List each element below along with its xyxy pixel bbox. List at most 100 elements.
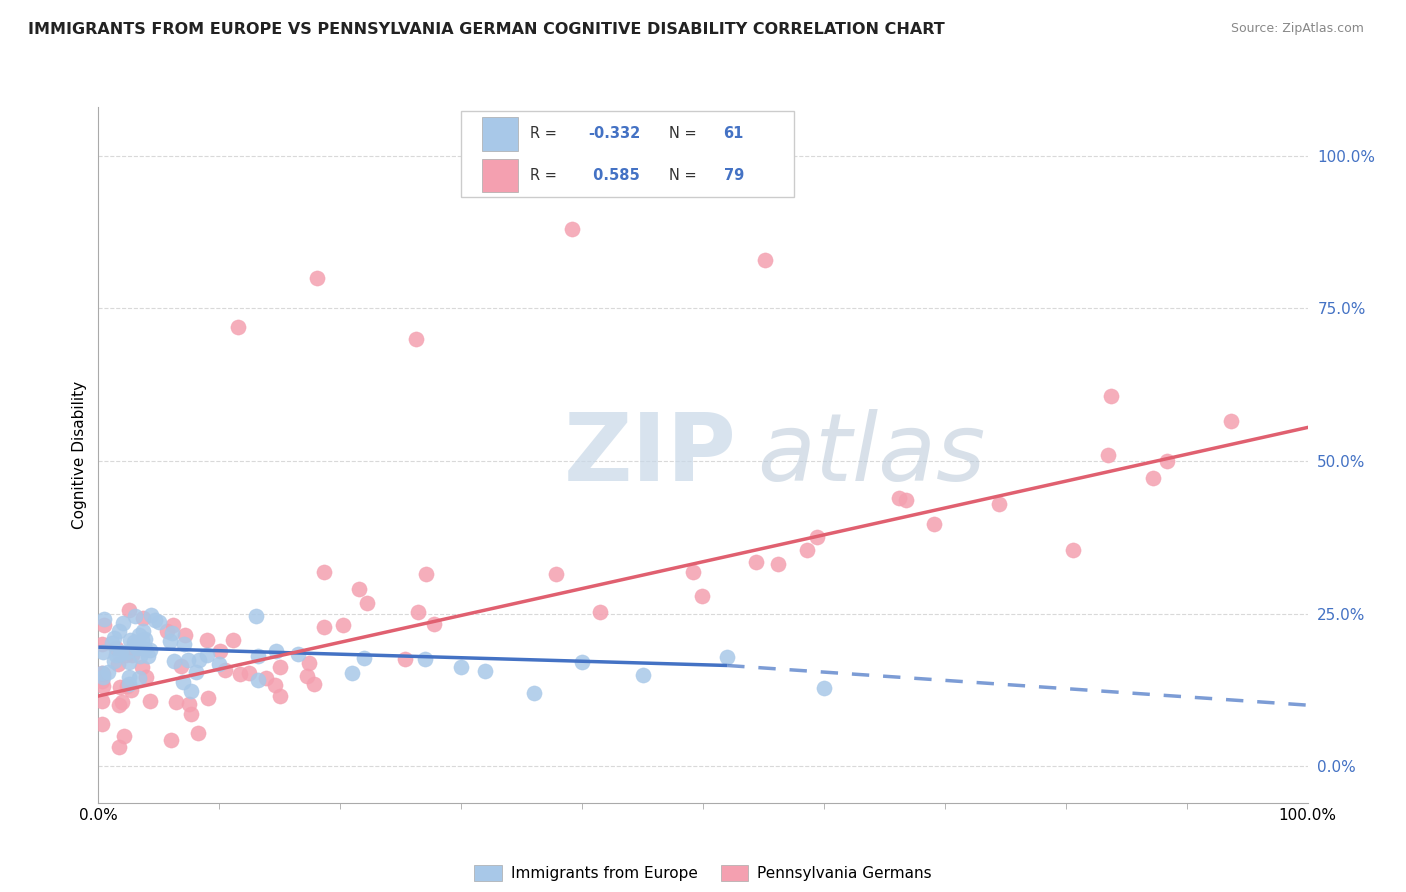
Point: [91, 673, 114, 688]
Legend: Immigrants from Europe, Pennsylvania Germans: Immigrants from Europe, Pennsylvania Ger…: [468, 859, 938, 888]
FancyBboxPatch shape: [482, 159, 517, 192]
Point: [118, 677, 141, 691]
FancyBboxPatch shape: [461, 111, 793, 197]
Point: [112, 616, 135, 631]
Point: [287, 647, 309, 661]
Point: [744, 555, 766, 569]
Point: [349, 582, 371, 596]
Point: [162, 618, 184, 632]
Text: 0.585: 0.585: [588, 168, 640, 183]
Point: [173, 637, 195, 651]
Point: [474, 664, 496, 678]
Point: [170, 659, 193, 673]
Point: [91, 717, 114, 731]
Point: [754, 252, 776, 267]
Point: [173, 628, 195, 642]
Point: [172, 675, 194, 690]
Point: [184, 665, 207, 680]
Point: [1219, 414, 1241, 428]
Point: [177, 653, 200, 667]
Point: [131, 659, 153, 673]
Point: [93, 618, 115, 632]
Point: [523, 685, 546, 699]
Point: [100, 636, 122, 650]
Point: [894, 493, 917, 508]
Point: [222, 633, 245, 648]
Point: [188, 653, 211, 667]
Point: [134, 642, 156, 657]
Point: [91, 666, 114, 681]
Point: [91, 645, 114, 659]
Point: [180, 683, 202, 698]
Point: [112, 730, 135, 744]
Point: [1156, 454, 1178, 468]
Point: [128, 671, 150, 685]
Point: [108, 680, 131, 694]
Point: [266, 644, 288, 658]
Point: [922, 517, 945, 532]
Point: [413, 651, 436, 665]
Text: R =: R =: [530, 127, 557, 141]
Point: [214, 663, 236, 677]
Point: [141, 607, 163, 622]
Point: [97, 665, 120, 680]
Point: [988, 497, 1011, 511]
Point: [631, 668, 654, 682]
Point: [91, 693, 114, 707]
Text: IMMIGRANTS FROM EUROPE VS PENNSYLVANIA GERMAN COGNITIVE DISABILITY CORRELATION C: IMMIGRANTS FROM EUROPE VS PENNSYLVANIA G…: [28, 22, 945, 37]
Point: [91, 637, 114, 651]
Point: [128, 628, 150, 642]
Point: [177, 697, 200, 711]
Point: [813, 681, 835, 696]
Point: [312, 565, 335, 579]
Point: [796, 543, 818, 558]
Point: [682, 565, 704, 579]
Point: [139, 694, 162, 708]
Point: [108, 647, 131, 661]
Point: [269, 689, 291, 703]
Text: R =: R =: [530, 168, 557, 183]
Point: [107, 657, 129, 671]
Point: [571, 655, 593, 669]
Point: [716, 649, 738, 664]
Point: [107, 698, 129, 712]
Point: [120, 633, 142, 648]
Point: [159, 733, 181, 747]
Point: [195, 648, 218, 663]
Point: [246, 648, 269, 663]
Point: [122, 635, 145, 649]
Point: [254, 671, 277, 685]
Point: [118, 655, 141, 669]
Text: 79: 79: [724, 168, 744, 183]
Point: [91, 665, 114, 680]
Point: [155, 624, 177, 639]
Point: [690, 589, 713, 603]
Point: [766, 557, 789, 571]
Point: [163, 655, 186, 669]
Point: [159, 633, 181, 648]
Point: [132, 624, 155, 638]
Point: [121, 648, 143, 662]
Point: [806, 530, 828, 544]
Point: [423, 617, 446, 632]
Point: [124, 609, 146, 624]
Point: [103, 654, 125, 668]
Point: [405, 332, 427, 346]
Point: [544, 567, 567, 582]
Point: [91, 679, 114, 693]
Point: [305, 271, 328, 285]
Point: [226, 319, 249, 334]
Point: [247, 673, 270, 687]
Point: [136, 649, 159, 664]
Point: [105, 641, 128, 656]
Point: [132, 611, 155, 625]
Point: [332, 618, 354, 632]
Point: [304, 677, 326, 691]
Point: [160, 625, 183, 640]
Point: [197, 690, 219, 705]
Point: [264, 678, 287, 692]
Point: [143, 613, 166, 627]
Point: [148, 615, 170, 629]
Point: [1142, 471, 1164, 485]
Point: [180, 706, 202, 721]
